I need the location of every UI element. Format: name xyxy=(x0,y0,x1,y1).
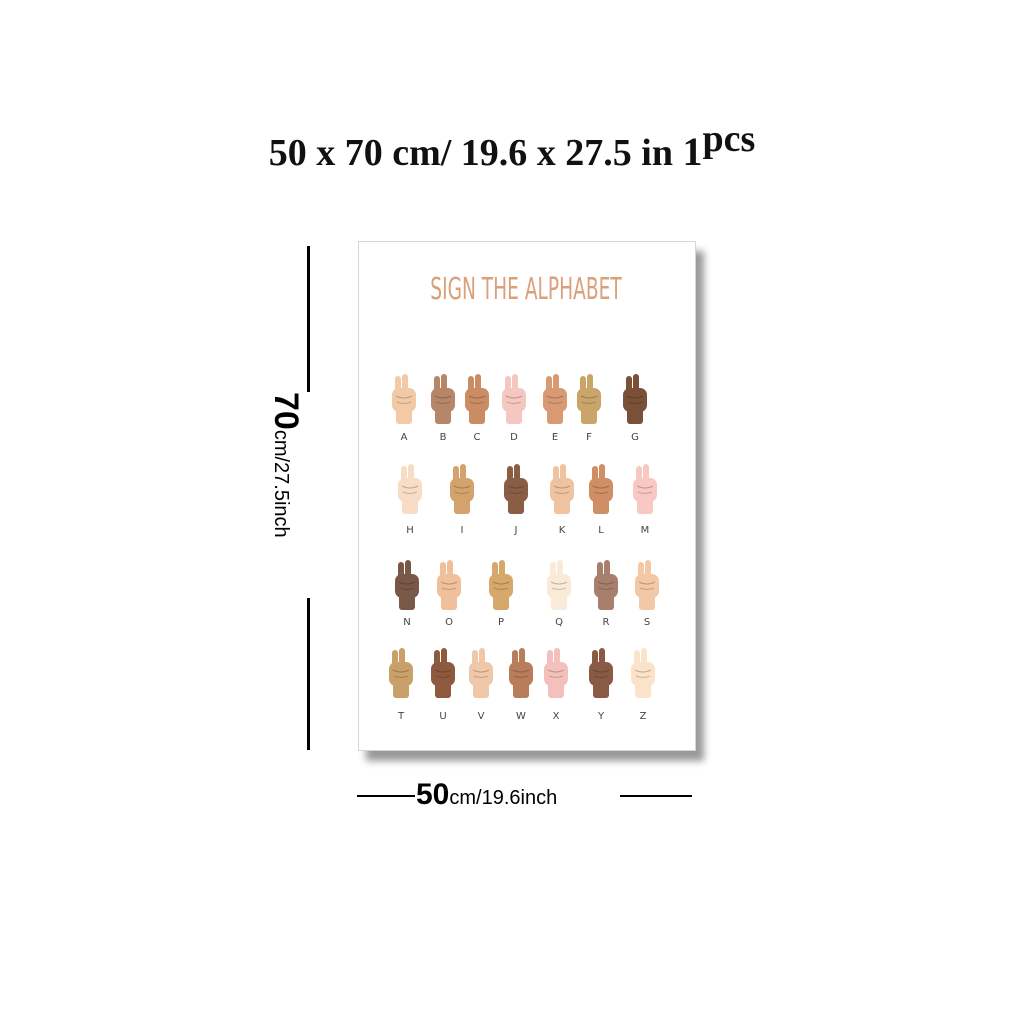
headline-unit: pcs xyxy=(702,118,756,160)
letter-label-g: G xyxy=(631,432,639,443)
letter-label-j: J xyxy=(514,525,518,536)
hand-sign-h-icon xyxy=(393,462,427,514)
letter-label-r: R xyxy=(602,617,610,628)
letter-label-d: D xyxy=(510,432,518,443)
hand-sign-r-icon xyxy=(589,558,623,610)
height-label-number: 70 xyxy=(267,392,305,430)
letter-label-q: Q xyxy=(555,617,563,628)
letter-label-h: H xyxy=(406,525,414,536)
hand-sign-v-icon xyxy=(464,646,498,698)
hand-sign-z-icon xyxy=(626,646,660,698)
letter-label-i: I xyxy=(460,525,464,536)
poster-title: SIGN THE ALPHABET xyxy=(430,272,622,307)
letter-label-l: L xyxy=(598,525,604,536)
hand-sign-j-icon xyxy=(499,462,533,514)
height-label: 70cm/27.5inch xyxy=(266,392,305,538)
headline-size-in: 19.6 x 27.5 in xyxy=(451,132,683,174)
letter-label-b: B xyxy=(439,432,447,443)
height-label-unit: cm/27.5inch xyxy=(270,429,292,538)
hand-sign-o-icon xyxy=(432,558,466,610)
headline-size-cm: 50 x 70 cm/ xyxy=(268,132,452,174)
hand-sign-l-icon xyxy=(584,462,618,514)
hand-sign-n-icon xyxy=(390,558,424,610)
letter-label-c: C xyxy=(473,432,481,443)
hand-sign-m-icon xyxy=(628,462,662,514)
hand-sign-p-icon xyxy=(484,558,518,610)
width-line-right xyxy=(620,795,692,797)
letter-label-s: S xyxy=(643,617,651,628)
letter-label-v: V xyxy=(477,711,485,722)
letter-label-z: Z xyxy=(639,711,647,722)
letter-label-e: E xyxy=(551,432,559,443)
letter-label-o: O xyxy=(445,617,453,628)
height-line-bottom xyxy=(307,598,310,750)
letter-label-p: P xyxy=(497,617,505,628)
hand-sign-i-icon xyxy=(445,462,479,514)
hand-sign-t-icon xyxy=(384,646,418,698)
letter-label-t: T xyxy=(397,711,405,722)
letter-label-m: M xyxy=(640,525,650,536)
letter-label-n: N xyxy=(403,617,411,628)
hand-sign-w-icon xyxy=(504,646,538,698)
hand-sign-y-icon xyxy=(584,646,618,698)
headline-quantity: 1 xyxy=(682,129,703,174)
width-label-unit: cm/19.6inch xyxy=(449,787,558,809)
letter-label-y: Y xyxy=(597,711,605,722)
hand-sign-g-icon xyxy=(618,372,652,424)
width-line-left xyxy=(357,795,415,797)
hand-sign-d-icon xyxy=(497,372,531,424)
hand-sign-s-icon xyxy=(630,558,664,610)
hand-sign-x-icon xyxy=(539,646,573,698)
hand-sign-e-icon xyxy=(538,372,572,424)
hand-sign-q-icon xyxy=(542,558,576,610)
letter-label-x: X xyxy=(552,711,560,722)
hand-sign-u-icon xyxy=(426,646,460,698)
hand-sign-b-icon xyxy=(426,372,460,424)
height-line-top xyxy=(307,246,310,392)
size-headline: 50 x 70 cm/ 19.6 x 27.5 in 1pcs xyxy=(0,118,1024,175)
width-label: 50cm/19.6inch xyxy=(416,778,557,812)
letter-label-k: K xyxy=(558,525,566,536)
hand-sign-a-icon xyxy=(387,372,421,424)
letter-label-w: W xyxy=(516,711,526,722)
letter-label-f: F xyxy=(586,432,592,443)
letter-label-u: U xyxy=(439,711,447,722)
hand-sign-f-icon xyxy=(572,372,606,424)
hand-sign-k-icon xyxy=(545,462,579,514)
width-label-number: 50 xyxy=(416,778,450,811)
letter-label-a: A xyxy=(400,432,408,443)
hand-sign-c-icon xyxy=(460,372,494,424)
